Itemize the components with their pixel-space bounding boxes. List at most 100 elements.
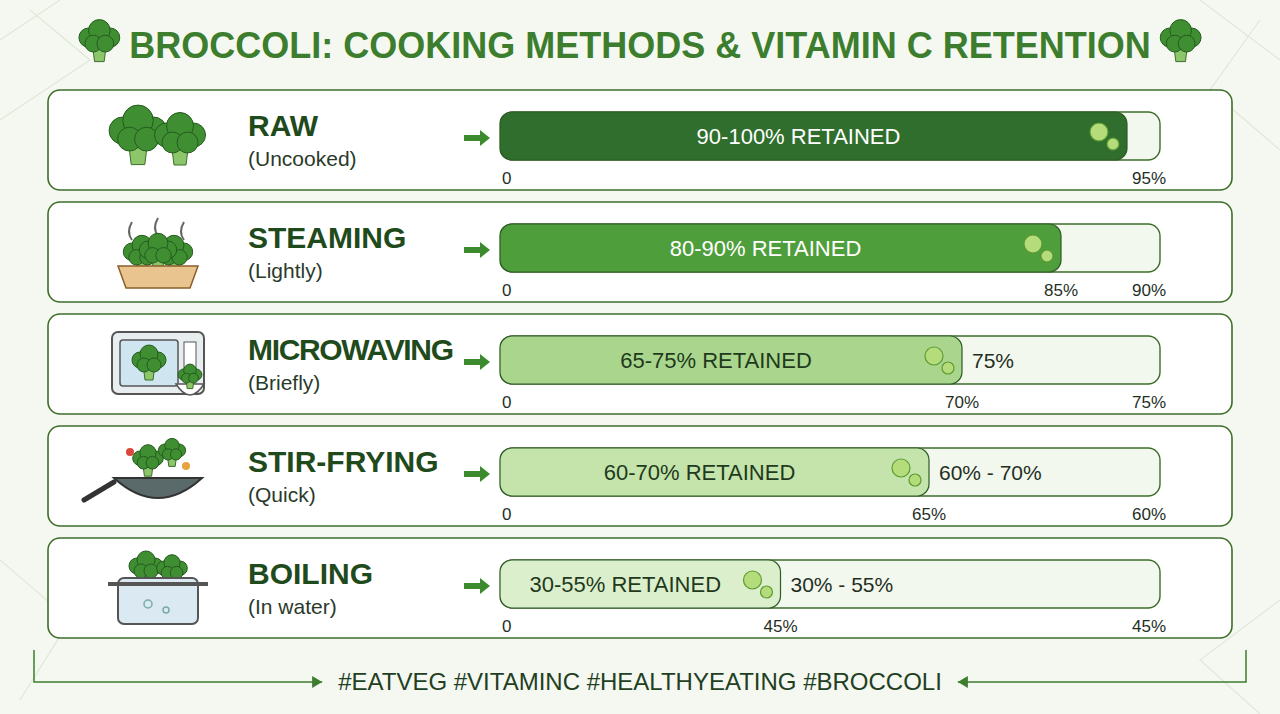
footer: #EATVEG #VITAMINC #HEALTHYEATING #BROCCO…: [338, 668, 942, 695]
wok-handle: [84, 482, 114, 500]
vitamin-bubbles: [744, 571, 773, 598]
vitamin-bubble: [909, 474, 921, 486]
broccoli-floret: [97, 35, 114, 52]
arrow: [464, 466, 490, 482]
value-label: 65-75% RETAINED: [620, 348, 812, 373]
bar-track: [500, 112, 1160, 160]
row-axis-label: 75%: [1132, 393, 1166, 412]
vitamin-bubble: [1107, 138, 1119, 150]
vitamin-bubbles: [925, 347, 954, 374]
footer-arrow: [958, 676, 968, 688]
value-label: 80-90% RETAINED: [670, 236, 862, 261]
broccoli-floret: [144, 564, 158, 578]
row: [48, 426, 1232, 526]
basket: [118, 266, 198, 288]
row-axis-label: 45%: [763, 617, 797, 636]
row-axis-label: 60%: [1132, 505, 1166, 524]
vitamin-bubble: [1024, 235, 1042, 253]
method-icon: [112, 332, 204, 395]
row-axis-label: 45%: [1132, 617, 1166, 636]
method-subtitle: (In water): [248, 595, 337, 618]
marks: [500, 112, 1127, 608]
background-lines: [0, 0, 1280, 714]
rows: [48, 90, 1232, 638]
bubble: [144, 600, 152, 608]
vegetable: [126, 448, 134, 456]
wok: [114, 478, 202, 498]
arrow: [464, 354, 490, 370]
row: [48, 202, 1232, 302]
arrow: [464, 130, 490, 146]
footer-arrow: [312, 676, 322, 688]
row-axis-label: 0: [502, 505, 511, 524]
background: [0, 0, 1280, 714]
method-name: RAW: [248, 109, 319, 142]
method-icon: [108, 551, 208, 624]
vitamin-bubble: [892, 459, 910, 477]
row: [48, 538, 1232, 638]
broccoli-floret: [147, 358, 161, 372]
broccoli-floret: [170, 449, 181, 460]
arrow: [464, 242, 490, 258]
bar: [500, 336, 962, 384]
vitamin-bubble: [1090, 123, 1108, 141]
row-axis-label: 95%: [1132, 169, 1166, 188]
row-axis-label: 0: [502, 169, 511, 188]
row-axis-label: 85%: [1044, 281, 1078, 300]
row-axis-label: 90%: [1132, 281, 1166, 300]
broccoli-floret: [146, 456, 159, 469]
arrow: [464, 578, 490, 594]
value-label: 90-100% RETAINED: [697, 124, 901, 149]
row-axis-label: 70%: [945, 393, 979, 412]
method-name: BOILING: [248, 557, 373, 590]
vitamin-bubbles: [892, 459, 921, 486]
broccoli-floret: [189, 373, 199, 383]
method-name: STIR-FRYING: [248, 445, 439, 478]
decoration: [0, 0, 1280, 714]
side-label: 60% - 70%: [939, 461, 1042, 484]
broccoli-floret: [156, 248, 171, 263]
vitamin-bubble: [761, 586, 773, 598]
microwave-door: [120, 340, 178, 386]
method-icon: [109, 105, 205, 165]
row-panel: [48, 202, 1232, 302]
value-label: 60-70% RETAINED: [604, 460, 796, 485]
vitamin-bubbles: [1024, 235, 1053, 262]
bar-track: [500, 560, 1160, 608]
vitamin-bubble: [1041, 250, 1053, 262]
bar-track: [500, 224, 1160, 272]
row-axis-label: 0: [502, 393, 511, 412]
method-subtitle: (Uncooked): [248, 147, 357, 170]
title: BROCCOLI: COOKING METHODS & VITAMIN C RE…: [129, 25, 1150, 66]
value-label: 30-55% RETAINED: [529, 572, 721, 597]
footer-line: [34, 650, 322, 682]
row-panel: [48, 90, 1232, 190]
broccoli-floret: [1178, 35, 1195, 52]
side-label: 75%: [972, 349, 1014, 372]
bar: [500, 224, 1061, 272]
method-subtitle: (Lightly): [248, 259, 323, 282]
bar-track: [500, 336, 1160, 384]
row-panel: [48, 314, 1232, 414]
bar-track: [500, 448, 1160, 496]
bar: [500, 112, 1127, 160]
method-icon: [84, 438, 202, 500]
method-icon: [118, 218, 198, 288]
row-axis-label: 0: [502, 617, 511, 636]
title-group: BROCCOLI: COOKING METHODS & VITAMIN C RE…: [79, 20, 1201, 66]
footer-line: [958, 650, 1246, 682]
method-subtitle: (Briefly): [248, 371, 320, 394]
row: [48, 90, 1232, 190]
labels: RAW (Uncooked) 90-100% RETAINED 0 95% STEAMIN…: [248, 109, 1166, 636]
bar: [500, 560, 781, 608]
method-name: STEAMING: [248, 221, 406, 254]
method-name: MICROWAVING: [248, 333, 454, 366]
row-panel: [48, 538, 1232, 638]
side-label: 30% - 55%: [791, 573, 894, 596]
broccoli-floret: [177, 132, 198, 153]
vitamin-bubble: [942, 362, 954, 374]
vegetable: [182, 462, 190, 470]
row-axis-label: 65%: [912, 505, 946, 524]
vitamin-bubble: [925, 347, 943, 365]
row-panel: [48, 426, 1232, 526]
